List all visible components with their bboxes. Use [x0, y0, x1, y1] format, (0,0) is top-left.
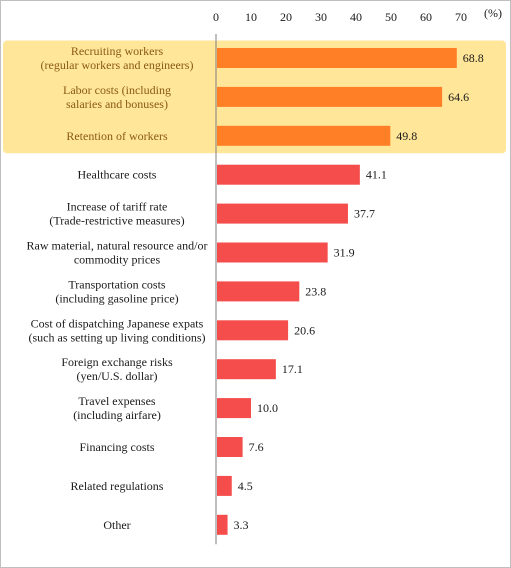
category-label: (yen/U.S. dollar) [77, 369, 158, 383]
bar [217, 242, 328, 263]
x-tick-label: 10 [245, 10, 257, 24]
bar-value-label: 49.8 [396, 129, 417, 143]
category-label: Labor costs (including [63, 83, 171, 97]
bar [217, 475, 232, 496]
category-label: Other [103, 518, 130, 532]
bar [217, 359, 276, 380]
category-label: Retention of workers [66, 129, 168, 143]
bar-value-label: 68.8 [463, 51, 484, 65]
bar-value-label: 17.1 [282, 362, 303, 376]
x-tick-label: 20 [280, 10, 292, 24]
bar-value-label: 37.7 [354, 207, 375, 221]
bar-value-label: 41.1 [366, 168, 387, 182]
category-label: Related regulations [71, 479, 164, 493]
category-label: Foreign exchange risks [61, 355, 173, 369]
bar [217, 86, 443, 107]
bar [217, 203, 348, 224]
bar [217, 164, 360, 185]
category-label: Travel expenses [78, 394, 156, 408]
bar [217, 125, 391, 146]
bar-value-label: 64.6 [448, 90, 469, 104]
bar [217, 48, 457, 68]
x-tick-label: 0 [213, 10, 219, 24]
category-label: Cost of dispatching Japanese expats [31, 316, 204, 330]
category-label: (Trade-restrictive measures) [49, 214, 184, 228]
unit-label: (%) [484, 6, 502, 20]
bar [217, 320, 289, 341]
x-tick-label: 40 [350, 10, 362, 24]
category-label: Financing costs [80, 440, 155, 454]
category-label: salaries and bonuses) [66, 97, 168, 111]
category-label: (regular workers and engineers) [41, 58, 194, 72]
bar-value-label: 23.8 [305, 284, 326, 298]
bar-value-label: 3.3 [234, 518, 249, 532]
bar [217, 398, 251, 419]
category-label: Transportation costs [68, 277, 166, 291]
bar [217, 514, 228, 535]
category-label: Increase of tariff rate [67, 200, 168, 214]
category-label: (such as setting up living conditions) [29, 330, 206, 344]
x-tick-label: 30 [315, 10, 327, 24]
bar [217, 281, 300, 302]
bar [217, 437, 243, 457]
bar-value-label: 31.9 [334, 246, 355, 260]
category-label: (including airfare) [73, 408, 161, 422]
category-label: Healthcare costs [78, 168, 157, 182]
bar-value-label: 20.6 [294, 323, 315, 337]
bar-value-label: 10.0 [257, 401, 278, 415]
category-label: Recruiting workers [71, 44, 164, 58]
category-label: (including gasoline price) [55, 291, 178, 305]
category-label: Raw material, natural resource and/or [27, 239, 208, 253]
bar-value-label: 4.5 [238, 479, 253, 493]
x-tick-label: 60 [420, 10, 432, 24]
x-tick-label: 50 [385, 10, 397, 24]
x-tick-label: 70 [455, 10, 467, 24]
bar-value-label: 7.6 [249, 440, 264, 454]
category-label: commodity prices [74, 253, 161, 267]
